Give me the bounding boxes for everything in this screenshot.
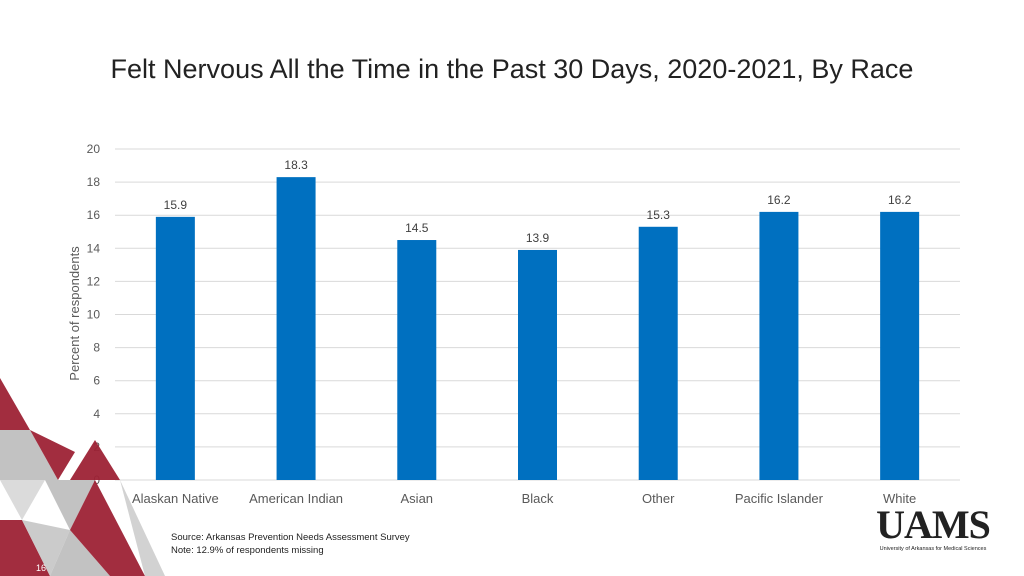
uams-logo: UAMS University of Arkansas for Medical … xyxy=(868,502,998,553)
decor-triangle xyxy=(0,378,30,430)
bar xyxy=(518,249,557,480)
bar xyxy=(276,177,316,480)
logo-wordmark: UAMS xyxy=(876,502,991,547)
bar xyxy=(397,240,437,480)
logo-subtitle: University of Arkansas for Medical Scien… xyxy=(879,546,987,552)
x-tick-label: Pacific Islander xyxy=(735,491,824,506)
y-tick-label: 4 xyxy=(93,407,100,421)
y-tick-label: 12 xyxy=(87,274,101,288)
decor-triangle xyxy=(120,480,165,576)
x-tick-label: White xyxy=(883,491,916,506)
data-label: 16.2 xyxy=(767,193,791,207)
missing-note: Note: 12.9% of respondents missing xyxy=(171,545,324,556)
decor-triangle xyxy=(45,480,95,530)
x-tick-label: Alaskan Native xyxy=(132,491,219,506)
decor-triangle xyxy=(30,430,75,480)
x-tick-label: American Indian xyxy=(249,491,343,506)
decorative-triangles xyxy=(0,378,165,576)
x-tick-label: Other xyxy=(642,491,675,506)
y-tick-label: 14 xyxy=(87,241,101,255)
decor-triangle xyxy=(0,430,58,480)
data-label: 15.3 xyxy=(647,208,671,222)
bar xyxy=(155,216,195,481)
x-tick-label: Asian xyxy=(401,491,434,506)
y-tick-label: 20 xyxy=(87,142,101,156)
footnotes: Source: Arkansas Prevention Needs Assess… xyxy=(171,531,410,557)
slide-number: 16 xyxy=(36,563,47,573)
source-note: Source: Arkansas Prevention Needs Assess… xyxy=(171,532,410,543)
y-axis-title: Percent of respondents xyxy=(67,246,82,381)
slide-title: Felt Nervous All the Time in the Past 30… xyxy=(110,54,914,84)
bar xyxy=(638,226,678,480)
data-label: 13.9 xyxy=(526,231,550,245)
decor-triangle xyxy=(22,520,70,576)
data-label: 16.2 xyxy=(888,193,912,207)
x-tick-label: Black xyxy=(522,491,554,506)
decor-triangle xyxy=(50,530,110,576)
bar xyxy=(759,211,799,480)
decor-triangle xyxy=(70,440,120,480)
decor-triangle xyxy=(0,480,45,520)
bar xyxy=(880,211,920,480)
decor-triangle xyxy=(0,520,50,576)
y-tick-label: 8 xyxy=(93,341,100,355)
data-label: 14.5 xyxy=(405,221,429,235)
data-label: 15.9 xyxy=(164,198,188,212)
data-label: 18.3 xyxy=(284,158,308,172)
y-tick-label: 6 xyxy=(93,374,100,388)
y-tick-label: 16 xyxy=(87,208,101,222)
decor-triangle xyxy=(70,480,145,576)
y-tick-label: 10 xyxy=(87,308,101,322)
y-tick-label: 18 xyxy=(87,175,101,189)
